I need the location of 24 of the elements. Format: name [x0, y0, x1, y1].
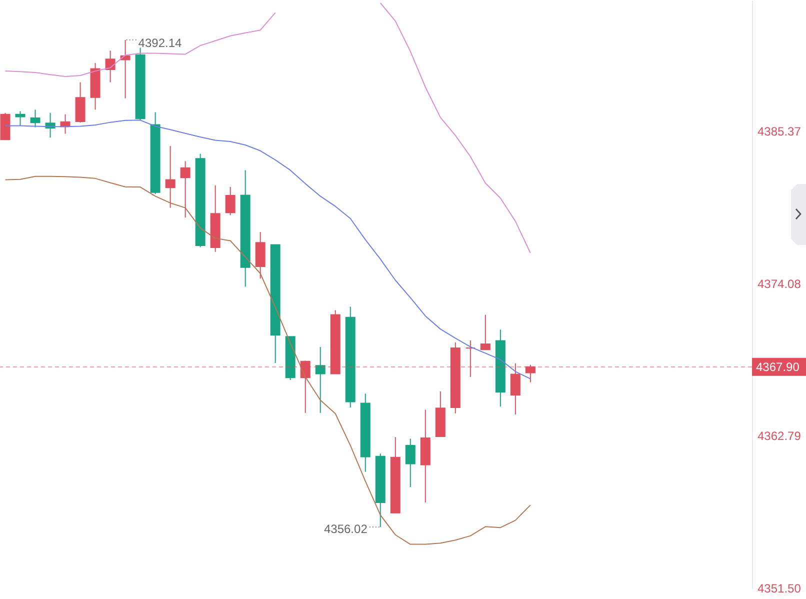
candlestick: [300, 360, 310, 414]
y-tick-label: 4385.37: [758, 124, 802, 139]
line-series: [4, 176, 531, 545]
y-tick-label: 4374.08: [758, 276, 802, 291]
ref-line-label: 4367.90: [756, 360, 800, 374]
candlestick: [105, 50, 116, 83]
candlestick: [315, 346, 326, 414]
annotation: 4356.02: [324, 522, 368, 536]
candlestick: [15, 110, 26, 126]
candlestick: [480, 314, 490, 350]
candlestick: [180, 160, 190, 218]
y-tick-label: 4362.79: [758, 429, 802, 444]
candlestick: [465, 340, 476, 378]
candlestick: [255, 231, 266, 280]
candlestick: [510, 362, 520, 416]
candlestick: [225, 186, 236, 216]
candlestick: [525, 364, 536, 383]
y-tick-label: 4351.50: [758, 582, 802, 596]
candlestick: [165, 146, 176, 208]
line-series: [4, 120, 531, 380]
candlestick: [30, 109, 40, 128]
annotation: 4392.14: [138, 36, 182, 50]
candlestick: [75, 82, 86, 124]
candlestick: [405, 438, 416, 488]
